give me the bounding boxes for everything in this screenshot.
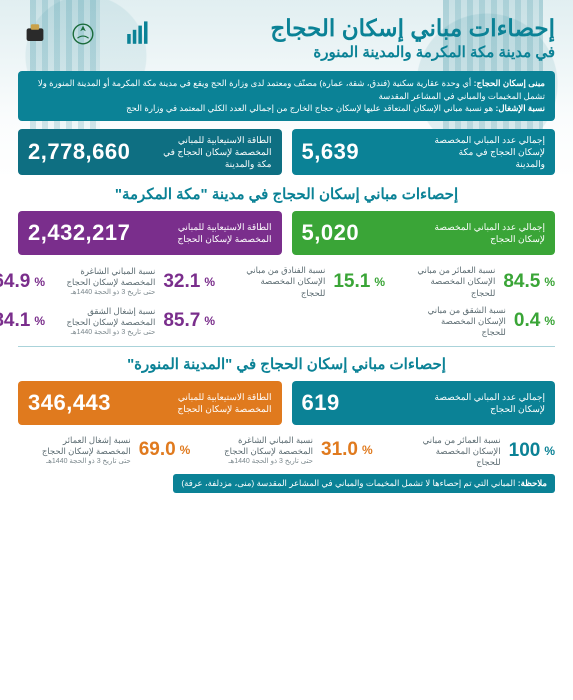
percent-icon: % [544,444,555,458]
stat-label: نسبة إشغال الشقق المخصصة لإسكان الحجاجحت… [65,306,155,337]
stat-item: %84.1نسبة إشغال الفنادق المخصصة لإسكان ا… [0,305,45,338]
kpi-makkah-buildings-label: إجمالي عدد المباني المخصصة لإسكان الحجاج [433,221,545,245]
stat-value: 0.4 [514,310,540,332]
definitions-band: مبنى إسكان الحجاج: أي وحدة عقارية سكنية … [18,71,555,121]
madinah-section-title: إحصاءات مباني إسكان الحجاج في "المدينة ا… [18,355,555,373]
percent-icon: % [34,314,45,328]
stats-authority-logo [114,14,160,54]
kpi-makkah-capacity-value: 2,432,217 [28,220,130,246]
stat-item: % 32.1 نسبة المباني الشاغرة المخصصة لإسكان… [55,265,215,298]
makkah-kpi-row: إجمالي عدد المباني المخصصة لإسكان الحجاج… [18,211,555,255]
kpi-makkah-buildings: إجمالي عدد المباني المخصصة لإسكان الحجاج… [292,211,556,255]
kpi-makkah-capacity-label: الطاقة الاستيعابية للمباني المخصصة لإسكا… [160,221,272,245]
def-building-text: أي وحدة عقارية سكنية (فندق، شقة، عمارة) … [38,78,545,101]
stat-percentage: % 32.1 [163,271,215,293]
kpi-makkah-buildings-value: 5,020 [302,220,360,246]
stat-value: 100 [509,440,541,462]
stat-item: % 0.4 نسبة الشقق من مباني الإسكان المخصصة … [395,305,555,338]
totals-row: إجمالي عدد المباني المخصصة لإسكان الحجاج… [18,129,555,175]
stat-item: % 31.0 نسبة المباني الشاغرة المخصصة لإسكان… [200,435,372,466]
stat-note: حتى تاريخ 3 ذو الحجة 1440هـ [65,288,155,297]
stat-item: %64.9نسبة إشغال العمائر المخصصة لإسكان ا… [0,265,45,298]
stat-note: حتى تاريخ 3 ذو الحجة 1440هـ [41,457,131,466]
kpi-total-buildings-value: 5,639 [302,139,360,165]
percent-icon: % [180,443,191,457]
stat-percentage: % 31.0 [321,439,373,461]
page-title: إحصاءات مباني إسكان الحجاج [270,14,555,43]
def-building-label: مبنى إسكان الحجاج: [474,78,545,88]
stat-value: 84.5 [503,271,540,293]
stat-percentage: % 84.1 [0,310,45,332]
percent-icon: % [362,443,373,457]
makkah-section-title: إحصاءات مباني إسكان الحجاج في مدينة "مكة… [18,185,555,203]
stat-value: 32.1 [163,271,200,293]
stat-value: 85.7 [163,310,200,332]
kpi-total-buildings-label: إجمالي عدد المباني المخصصة لإسكان الحجاج… [433,134,545,170]
footnote: ملاحظة: المباني التي تم إحصاءها لا تشمل … [173,474,555,493]
stat-label: نسبة العمائر من مباني الإسكان المخصصة لل… [405,265,495,298]
percent-icon: % [544,275,555,289]
kpi-total-buildings: إجمالي عدد المباني المخصصة لإسكان الحجاج… [292,129,556,175]
spacer [225,305,385,338]
stat-label: نسبة المباني الشاغرة المخصصة لإسكان الحج… [65,266,155,297]
kpi-madinah-buildings-label: إجمالي عدد المباني المخصصة لإسكان الحجاج [433,391,545,415]
stat-note: حتى تاريخ 3 ذو الحجة 1440هـ [65,328,155,337]
logo-row [18,14,160,54]
footnote-text: المباني التي تم إحصاءها لا تشمل المخيمات… [181,478,515,488]
def-ratio-text: هو نسبة مباني الإسكان المتعاقد عليها لإس… [126,103,493,113]
stat-value: 69.0 [139,439,176,461]
stat-item: % 84.5 نسبة العمائر من مباني الإسكان المخص… [395,265,555,298]
stat-label: نسبة المباني الشاغرة المخصصة لإسكان الحج… [223,435,313,466]
stat-item: % 69.0 نسبة إشغال العمائر المخصصة لإسكان ا… [18,435,190,466]
stat-value: 15.1 [333,271,370,293]
stat-label: نسبة الشقق من مباني الإسكان المخصصة للحج… [416,305,506,338]
stat-percentage: % 15.1 [333,271,385,293]
kpi-total-capacity-value: 2,778,660 [28,139,130,165]
page-subtitle: في مدينة مكة المكرمة والمدينة المنورة [270,43,555,61]
percent-icon: % [204,275,215,289]
stat-value: 64.9 [0,271,30,293]
stat-item: % 85.7 نسبة إشغال الشقق المخصصة لإسكان الح… [55,305,215,338]
stat-value: 31.0 [321,439,358,461]
kpi-madinah-capacity: الطاقة الاستيعابية للمباني المخصصة لإسكا… [18,381,282,425]
stat-percentage: %100 [509,440,555,462]
stat-percentage: % 85.7 [163,310,215,332]
footnote-label: ملاحظة: [518,478,547,488]
stat-label: نسبة العمائر من مباني الإسكان المخصصة لل… [411,435,501,468]
kpi-madinah-buildings: إجمالي عدد المباني المخصصة لإسكان الحجاج… [292,381,556,425]
stat-item: % 15.1 نسبة الفنادق من مباني الإسكان المخص… [225,265,385,298]
kpi-madinah-buildings-value: 619 [302,390,340,416]
stat-value: 84.1 [0,310,30,332]
percent-icon: % [374,275,385,289]
percent-icon: % [34,275,45,289]
def-ratio-label: نسبة الإشغال: [496,103,545,113]
stat-label: نسبة إشغال العمائر المخصصة لإسكان الحجاج… [41,435,131,466]
stat-label: نسبة الفنادق من مباني الإسكان المخصصة لل… [235,265,325,298]
kpi-madinah-capacity-value: 346,443 [28,390,111,416]
stat-percentage: % 0.4 [514,310,555,332]
stat-item: %100 نسبة العمائر من مباني الإسكان المخصص… [383,435,555,468]
stat-percentage: % 84.5 [503,271,555,293]
section-divider [18,346,555,347]
madinah-stat-grid: %100نسبة العمائر من مباني الإسكان المخصص… [18,435,555,468]
kpi-total-capacity: الطاقة الاستيعابية للمباني المخصصة لإسكا… [18,129,282,175]
kpi-total-capacity-label: الطاقة الاستيعابية للمباني المخصصة لإسكا… [160,134,272,170]
madinah-kpi-row: إجمالي عدد المباني المخصصة لإسكان الحجاج… [18,381,555,425]
stat-percentage: % 69.0 [139,439,191,461]
kpi-makkah-capacity: الطاقة الاستيعابية للمباني المخصصة لإسكا… [18,211,282,255]
stat-percentage: % 64.9 [0,271,45,293]
kpi-madinah-capacity-label: الطاقة الاستيعابية للمباني المخصصة لإسكا… [160,391,272,415]
makkah-stat-grid: % 84.5 نسبة العمائر من مباني الإسكان المخص… [18,265,555,337]
percent-icon: % [544,314,555,328]
stat-note: حتى تاريخ 3 ذو الحجة 1440هـ [223,457,313,466]
header: إحصاءات مباني إسكان الحجاج في مدينة مكة … [18,14,555,61]
presidency-logo [18,17,52,51]
percent-icon: % [204,314,215,328]
moi-logo [66,17,100,51]
